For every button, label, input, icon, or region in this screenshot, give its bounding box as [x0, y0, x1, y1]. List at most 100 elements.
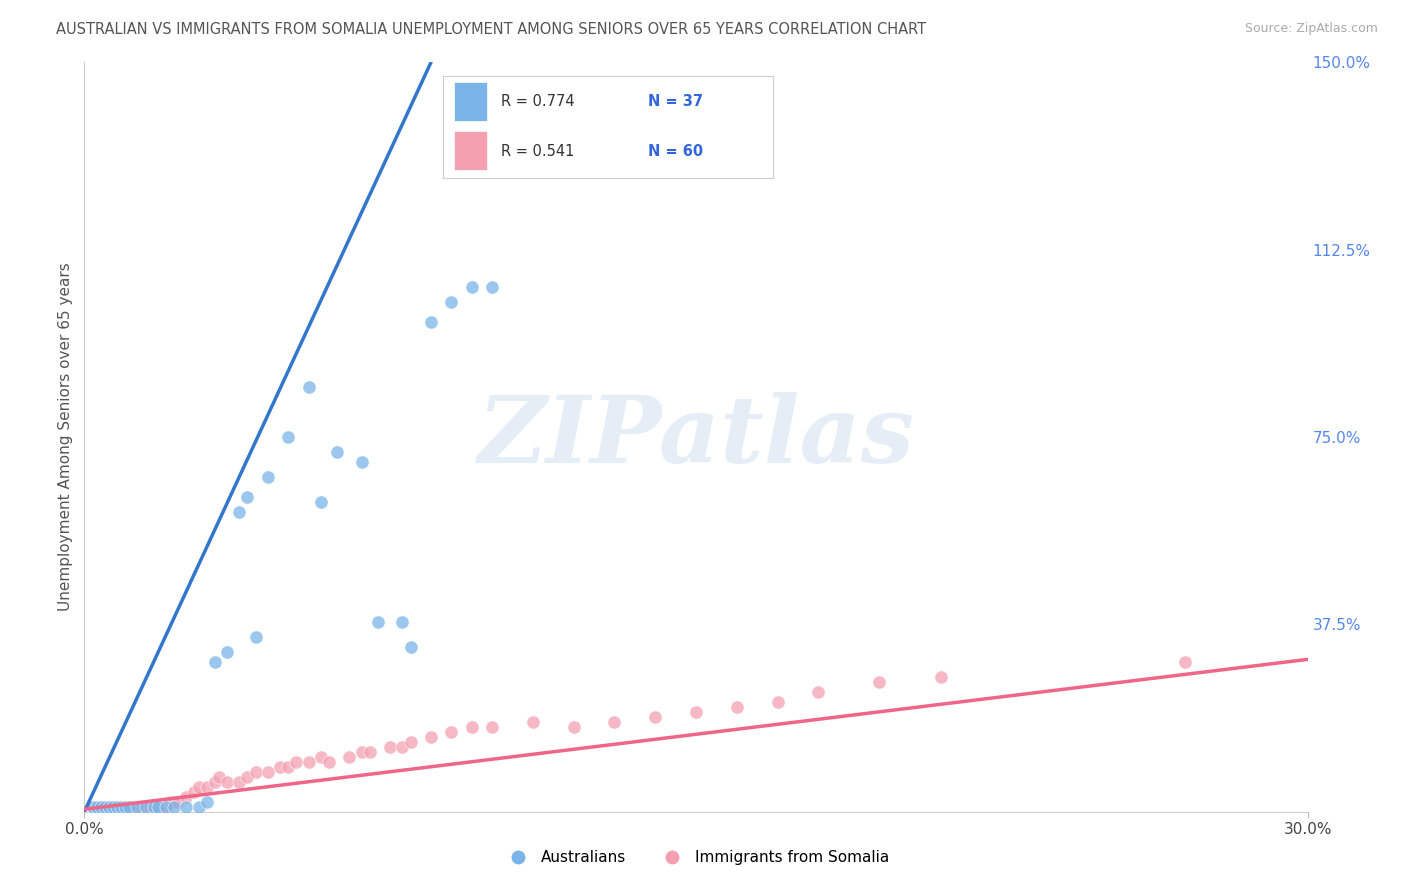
Point — [155, 799, 177, 814]
Point — [350, 455, 373, 469]
Point — [183, 785, 205, 799]
Point — [150, 799, 173, 814]
Point — [869, 674, 891, 689]
Point — [195, 795, 218, 809]
Point — [245, 630, 267, 644]
Point — [461, 280, 484, 294]
Point — [391, 615, 413, 629]
Text: R = 0.541: R = 0.541 — [501, 144, 574, 159]
Point — [420, 730, 443, 744]
Point — [101, 799, 124, 814]
Point — [257, 764, 280, 779]
Point — [86, 799, 108, 814]
Point — [236, 770, 259, 784]
Point — [204, 655, 226, 669]
Point — [204, 774, 226, 789]
Point — [298, 755, 321, 769]
FancyBboxPatch shape — [454, 131, 488, 170]
Point — [135, 799, 157, 814]
Point — [929, 670, 952, 684]
Point — [105, 799, 128, 814]
Text: N = 60: N = 60 — [648, 144, 703, 159]
Point — [359, 745, 381, 759]
Y-axis label: Unemployment Among Seniors over 65 years: Unemployment Among Seniors over 65 years — [58, 263, 73, 611]
Point — [142, 799, 165, 814]
Point — [174, 799, 197, 814]
Point — [155, 799, 177, 814]
Point — [399, 735, 422, 749]
Point — [245, 764, 267, 779]
Point — [187, 780, 209, 794]
Point — [208, 770, 231, 784]
Point — [725, 699, 748, 714]
Point — [90, 799, 112, 814]
Text: Source: ZipAtlas.com: Source: ZipAtlas.com — [1244, 22, 1378, 36]
Point — [420, 315, 443, 329]
Point — [101, 799, 124, 814]
Point — [93, 799, 115, 814]
Point — [685, 705, 707, 719]
Point — [135, 799, 157, 814]
Point — [146, 799, 169, 814]
Legend: Australians, Immigrants from Somalia: Australians, Immigrants from Somalia — [496, 845, 896, 871]
Point — [522, 714, 544, 729]
Point — [163, 795, 186, 809]
Point — [257, 470, 280, 484]
Point — [380, 739, 402, 754]
Point — [131, 799, 153, 814]
Point — [318, 755, 340, 769]
Point — [105, 799, 128, 814]
Point — [118, 799, 141, 814]
Point — [766, 695, 789, 709]
Point — [97, 799, 120, 814]
Point — [217, 645, 239, 659]
Point — [644, 710, 666, 724]
Point — [174, 789, 197, 804]
Point — [309, 495, 332, 509]
Point — [163, 799, 186, 814]
Point — [127, 799, 149, 814]
Point — [562, 720, 585, 734]
Text: R = 0.774: R = 0.774 — [501, 95, 574, 110]
Point — [399, 640, 422, 654]
Point — [86, 799, 108, 814]
Text: N = 37: N = 37 — [648, 95, 703, 110]
Point — [114, 799, 136, 814]
Point — [350, 745, 373, 759]
Point — [285, 755, 308, 769]
Point — [298, 380, 321, 394]
Point — [326, 445, 349, 459]
Point — [167, 795, 190, 809]
Point — [236, 490, 259, 504]
Point — [217, 774, 239, 789]
Point — [195, 780, 218, 794]
Point — [82, 799, 104, 814]
Point — [138, 799, 160, 814]
Point — [118, 799, 141, 814]
Point — [146, 799, 169, 814]
Point — [142, 799, 165, 814]
Text: ZIPatlas: ZIPatlas — [478, 392, 914, 482]
Point — [159, 795, 181, 809]
Point — [339, 749, 361, 764]
Text: AUSTRALIAN VS IMMIGRANTS FROM SOMALIA UNEMPLOYMENT AMONG SENIORS OVER 65 YEARS C: AUSTRALIAN VS IMMIGRANTS FROM SOMALIA UN… — [56, 22, 927, 37]
Point — [114, 799, 136, 814]
Point — [367, 615, 389, 629]
Point — [110, 799, 132, 814]
FancyBboxPatch shape — [454, 82, 488, 121]
Point — [110, 799, 132, 814]
Point — [82, 799, 104, 814]
Point — [481, 280, 503, 294]
Point — [122, 799, 145, 814]
Point — [391, 739, 413, 754]
Point — [309, 749, 332, 764]
Point — [440, 295, 463, 310]
Point — [1174, 655, 1197, 669]
Point — [440, 724, 463, 739]
Point — [127, 799, 149, 814]
Point — [269, 760, 291, 774]
Point — [461, 720, 484, 734]
Point — [277, 430, 299, 444]
Point — [481, 720, 503, 734]
Point — [187, 799, 209, 814]
